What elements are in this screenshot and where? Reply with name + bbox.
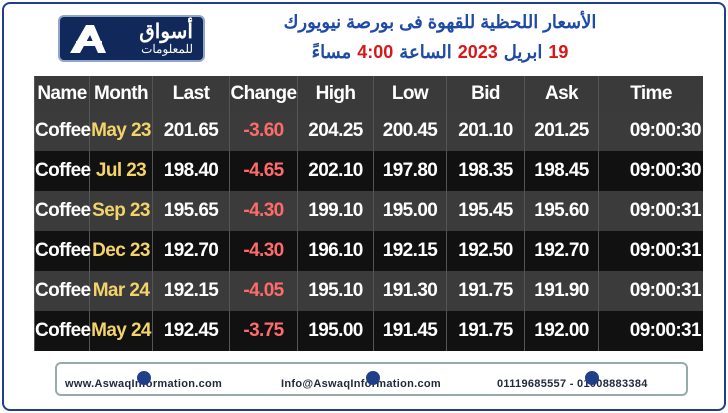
cell: 191.75 (446, 271, 525, 311)
cell: 09:00:31 (598, 271, 703, 311)
cell: 192.45 (152, 311, 230, 351)
column-header: High (297, 76, 374, 111)
cell: 197.80 (373, 151, 447, 191)
date-part: ابريل (503, 42, 543, 62)
cell: 196.10 (297, 231, 374, 271)
website: www.AswaqInformation.com (65, 371, 222, 390)
cell: Coffee (34, 231, 91, 271)
cell: Jul 23 (89, 151, 153, 191)
cell: 201.25 (524, 111, 599, 151)
cell: 09:00:30 (598, 111, 703, 151)
cell: 195.65 (152, 191, 230, 231)
footer: www.AswaqInformation.com Info@AswaqInfor… (55, 362, 688, 396)
cell: 192.15 (373, 231, 447, 271)
column-header: Change (229, 76, 298, 111)
cell: 09:00:31 (598, 231, 703, 271)
cell: Mar 24 (89, 271, 153, 311)
table-row: Coffee Mar 24 192.15 -4.05 195.10 191.30 191.7… (34, 271, 703, 311)
date-part: 2023 (457, 42, 498, 62)
date-part: الساعة (399, 42, 452, 62)
date-part: 19 (548, 42, 569, 62)
cell: 198.45 (524, 151, 599, 191)
cell: 199.10 (297, 191, 374, 231)
table-row: Coffee Jul 23 198.40 -4.65 202.10 197.80 198.3… (34, 151, 703, 191)
cell: Sep 23 (89, 191, 153, 231)
column-header: Bid (446, 76, 525, 111)
cell: 09:00:30 (598, 151, 703, 191)
cell: May 24 (89, 311, 153, 351)
email-text: Info@AswaqInformation.com (281, 378, 442, 390)
column-header: Low (373, 76, 447, 111)
table-row: Coffee Sep 23 195.65 -4.30 199.10 195.00 195.4… (34, 191, 703, 231)
phones: 01119685557 - 01008883384 (497, 371, 648, 390)
logo-subtitle: للمعلومات (141, 42, 193, 56)
cell: 202.10 (297, 151, 374, 191)
cell: 09:00:31 (598, 311, 703, 351)
cell: 198.35 (446, 151, 525, 191)
cell: 191.75 (446, 311, 525, 351)
cell: Coffee (34, 271, 91, 311)
cell: 192.50 (446, 231, 525, 271)
column-header: Last (152, 76, 230, 111)
column-header: Time (598, 76, 703, 111)
email: Info@AswaqInformation.com (281, 371, 442, 390)
cell: 09:00:31 (598, 191, 703, 231)
cell: 195.45 (446, 191, 525, 231)
cell: -4.30 (229, 231, 298, 271)
cell: -3.60 (229, 111, 298, 151)
cell: 192.70 (524, 231, 599, 271)
cell: 195.60 (524, 191, 599, 231)
cell: Coffee (34, 111, 91, 151)
logo-icon (70, 25, 106, 53)
cell: 200.45 (373, 111, 447, 151)
column-header: Name (34, 76, 90, 111)
table-row: Coffee May 24 192.45 -3.75 195.00 191.45 191.7… (34, 311, 703, 351)
date-part: 4:00 (357, 42, 394, 62)
cell: Coffee (34, 151, 91, 191)
logo-name: أسواق (139, 21, 193, 43)
cell: -4.30 (229, 191, 298, 231)
phones-text: 01119685557 - 01008883384 (497, 378, 648, 390)
cell: 198.40 (152, 151, 230, 191)
cell: Coffee (34, 191, 91, 231)
column-header: Ask (524, 76, 599, 111)
cell: 191.30 (373, 271, 447, 311)
cell: -4.65 (229, 151, 298, 191)
cell: 192.70 (152, 231, 230, 271)
title: الأسعار اللحظية للقهوة فى بورصة نيويورك (283, 12, 597, 32)
cell: Dec 23 (89, 231, 153, 271)
date-line: 19ابريل2023الساعة4:00مساءً (210, 42, 670, 63)
cell: 204.25 (297, 111, 374, 151)
cell: 195.10 (297, 271, 374, 311)
cell: 191.90 (524, 271, 599, 311)
cell: 201.10 (446, 111, 525, 151)
table-row: Coffee May 23 201.65 -3.60 204.25 200.45 201.1… (34, 111, 703, 151)
column-header: Month (89, 76, 153, 111)
cell: -4.05 (229, 271, 298, 311)
cell: 195.00 (297, 311, 374, 351)
cell: May 23 (89, 111, 153, 151)
cell: 192.00 (524, 311, 599, 351)
price-table: Name Month Last Change High Low Bid Ask Time Coff… (34, 76, 703, 351)
cell: 191.45 (373, 311, 447, 351)
cell: Coffee (34, 311, 91, 351)
cell: 192.15 (152, 271, 230, 311)
logo: أسواق للمعلومات (58, 15, 205, 62)
cell: -3.75 (229, 311, 298, 351)
date-part: مساءً (311, 42, 352, 62)
table-row: Coffee Dec 23 192.70 -4.30 196.10 192.15 192.5… (34, 231, 703, 271)
cell: 201.65 (152, 111, 230, 151)
cell: 195.00 (373, 191, 447, 231)
